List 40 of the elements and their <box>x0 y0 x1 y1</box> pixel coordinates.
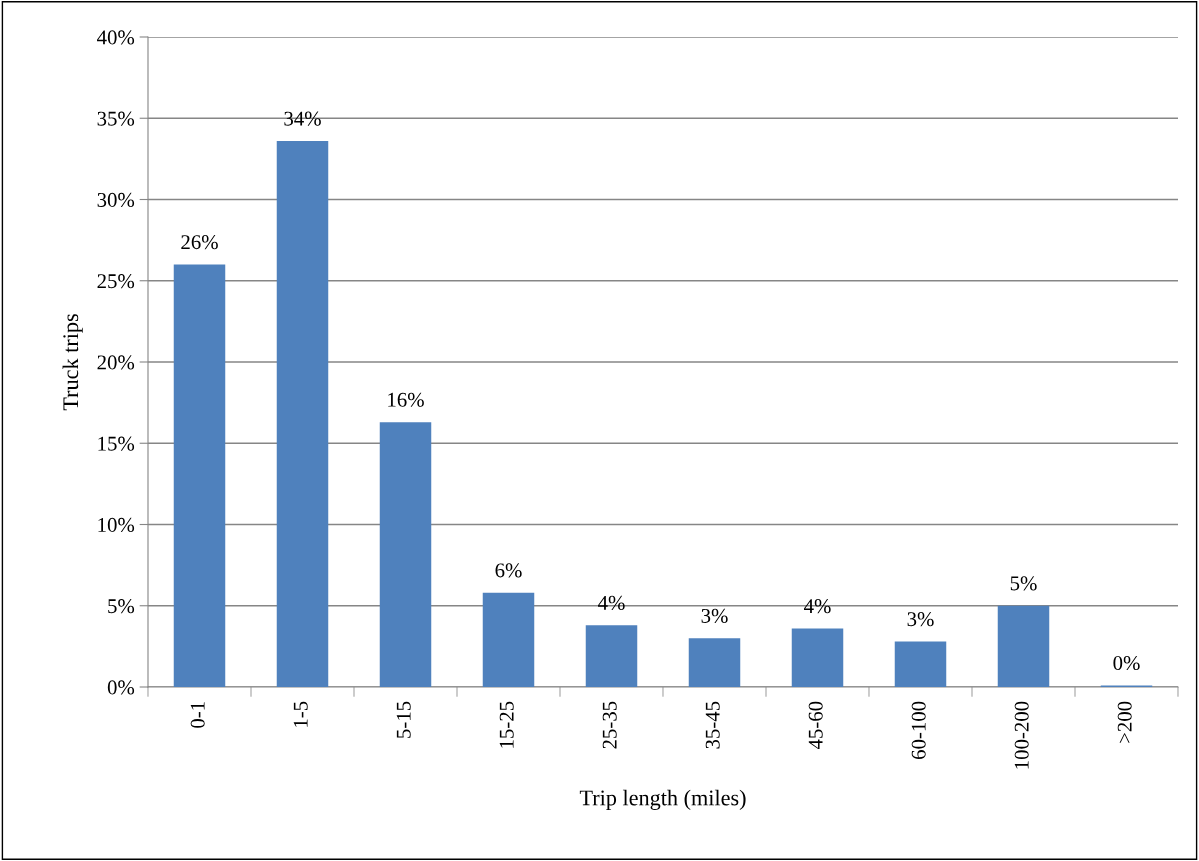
data-label: 16% <box>388 392 424 407</box>
bar <box>894 641 947 687</box>
x-tick-label: 15-25 <box>499 701 514 748</box>
bar <box>791 628 844 687</box>
y-tick-label: 40% <box>97 30 135 45</box>
data-label: 34% <box>284 111 321 126</box>
y-tick-label: 5% <box>108 599 135 614</box>
data-label: 6% <box>495 563 522 578</box>
x-tick-label: 0-1 <box>190 702 205 728</box>
x-tick-label: >200 <box>1117 701 1132 743</box>
bar <box>379 422 432 687</box>
data-label: 3% <box>907 612 934 627</box>
x-tick-label: 100-200 <box>1014 701 1029 769</box>
y-tick-label: 10% <box>98 517 135 532</box>
y-tick-label: 25% <box>97 274 135 289</box>
bar <box>173 264 226 687</box>
data-label: 0% <box>1113 655 1140 671</box>
y-tick-label: 15% <box>98 436 135 451</box>
x-tick-label: 35-45 <box>705 701 720 749</box>
x-tick-label: 45-60 <box>808 701 823 750</box>
x-tick-label: 5-15 <box>396 701 411 738</box>
bar <box>997 605 1050 687</box>
data-label: 5% <box>1010 576 1037 591</box>
y-tick-label: 30% <box>97 192 135 207</box>
data-label: 3% <box>701 608 728 623</box>
bar <box>585 625 638 687</box>
data-label: 26% <box>181 235 218 250</box>
y-tick-label: 20% <box>97 355 135 370</box>
x-tick-label: 60-100 <box>911 701 926 760</box>
data-label: 4% <box>804 599 831 614</box>
bar <box>482 592 535 687</box>
y-axis-title: Truck trips <box>62 314 83 411</box>
y-tick-label: 35% <box>97 111 135 126</box>
y-tick-label: 0% <box>107 680 135 695</box>
x-tick-label: 25-35 <box>602 701 617 749</box>
x-axis-title: Trip length (miles) <box>579 789 746 810</box>
bar <box>688 638 741 687</box>
data-label: 4% <box>598 595 625 610</box>
x-tick-label: 1-5 <box>293 701 308 727</box>
bar <box>276 141 329 687</box>
